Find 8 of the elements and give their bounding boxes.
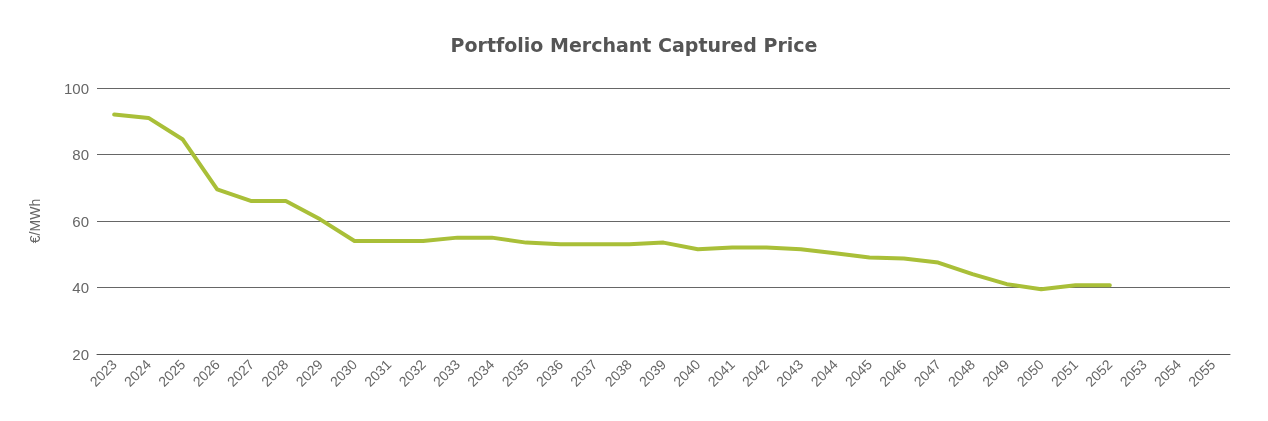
y-tick-label: 80	[72, 146, 89, 163]
y-tick-label: 20	[72, 345, 89, 363]
y-tick-label: 100	[63, 79, 89, 97]
y-tick-label: 40	[72, 279, 89, 296]
line-series	[112, 112, 1112, 292]
y-tick-label: 60	[72, 212, 89, 230]
y-axis-title: €/MWh	[27, 198, 43, 244]
chart-title: Portfolio Merchant Captured Price	[450, 33, 818, 56]
